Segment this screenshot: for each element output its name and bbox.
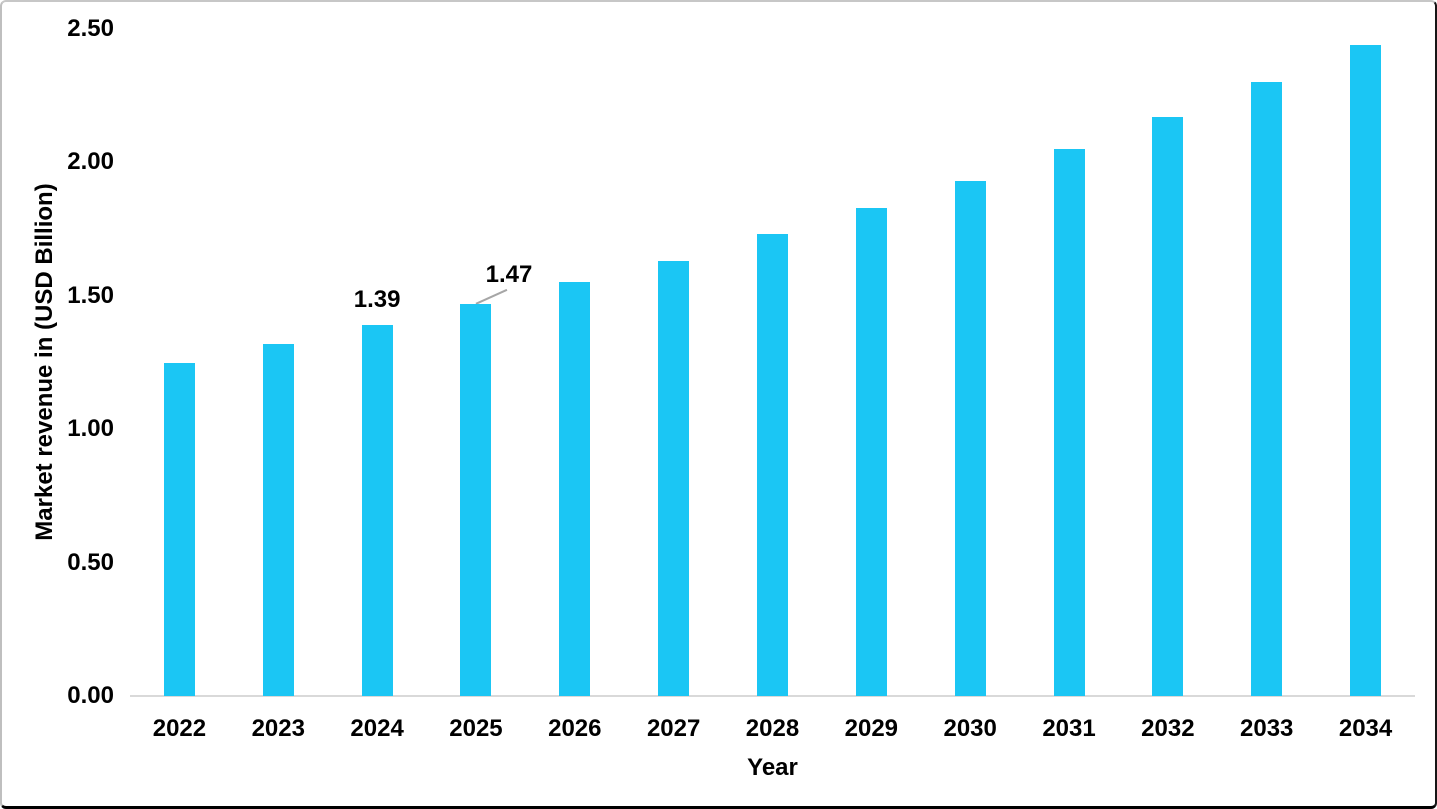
bar-2033	[1251, 82, 1283, 696]
x-axis-tick-label-2022: 2022	[152, 715, 207, 742]
x-axis-tick-label-2028: 2028	[745, 715, 800, 742]
data-label-2025: 1.47	[485, 260, 533, 288]
x-axis-title: Year	[747, 754, 798, 781]
bar-2023	[262, 343, 294, 696]
bar-2028	[757, 234, 788, 696]
x-axis-tick-label-2029: 2029	[844, 715, 899, 742]
x-axis-tick-label-2026: 2026	[548, 715, 602, 742]
x-axis-tick-label-2030: 2030	[943, 715, 997, 742]
bar-2034	[1350, 45, 1382, 696]
bar-2031	[1053, 149, 1085, 696]
bar-2032	[1152, 117, 1184, 696]
y-axis-title: Market revenue in (USD Billion)	[31, 183, 58, 541]
x-axis-tick-label-2025: 2025	[449, 715, 503, 742]
x-axis-tick-label-2031: 2031	[1042, 715, 1096, 742]
x-axis-tick-label-2024: 2024	[350, 715, 404, 742]
bar-2026	[559, 282, 591, 696]
x-axis-tick-label-2027: 2027	[646, 715, 701, 742]
bar-2030	[954, 181, 986, 696]
bar-2025	[460, 303, 492, 696]
bar-2024	[361, 325, 393, 696]
x-axis-tick-label-2033: 2033	[1240, 715, 1294, 742]
x-axis-line	[130, 695, 1415, 697]
y-axis-tick-label: 2.50	[67, 15, 114, 42]
leader-line-2025	[475, 288, 508, 305]
x-axis-tick-label-2023: 2023	[251, 715, 305, 742]
x-axis-tick-label-2032: 2032	[1141, 715, 1195, 742]
bar-2022	[163, 362, 195, 696]
y-axis-tick-label: 1.00	[67, 415, 114, 443]
y-axis-tick-label: 2.00	[67, 148, 114, 176]
bar-2027	[658, 261, 690, 696]
bar-2029	[855, 207, 887, 696]
data-label-2024: 1.39	[353, 286, 401, 314]
x-axis-tick-label-2034: 2034	[1338, 715, 1393, 742]
y-axis-tick-label: 1.50	[67, 281, 114, 309]
y-axis-tick-label: 0.50	[67, 548, 114, 576]
y-axis-tick-label: 0.00	[67, 682, 114, 709]
